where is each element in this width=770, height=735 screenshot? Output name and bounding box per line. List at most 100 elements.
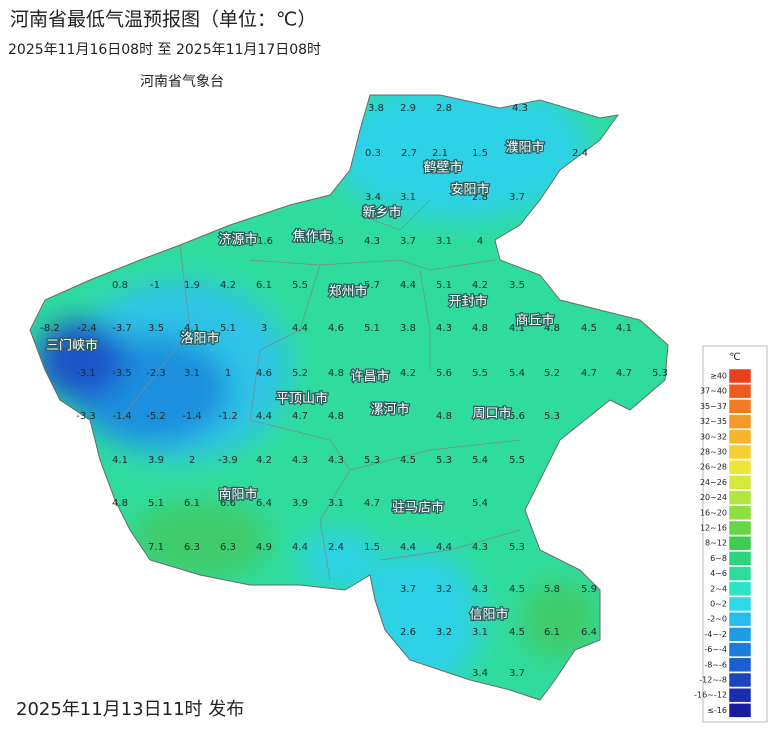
station-value: 4.3 (512, 103, 528, 114)
station-value: 5.4 (472, 498, 488, 509)
station-value: 3.9 (292, 498, 308, 509)
legend-swatch (728, 687, 752, 703)
station-value: -3.9 (218, 455, 238, 466)
title: 河南省最低气温预报图（单位：℃） (10, 9, 316, 31)
legend-swatch (728, 429, 752, 445)
station-value: 2.4 (572, 148, 588, 159)
station-value: -3.5 (112, 368, 132, 379)
station-value: 2.6 (400, 627, 416, 638)
station-value: 4.3 (328, 455, 344, 466)
legend-swatch (728, 551, 752, 566)
station-value: 5.3 (652, 368, 668, 379)
station-value: 5.3 (544, 411, 560, 422)
legend-label: -4~-2 (704, 630, 727, 639)
station-value: 4.4 (292, 323, 308, 334)
legend-label: 8~12 (705, 539, 727, 548)
station-value: -1.4 (182, 411, 202, 422)
legend-swatch (728, 596, 752, 612)
station-value: 3.1 (436, 236, 452, 247)
legend-label: -8~-6 (704, 660, 727, 669)
legend-swatch (728, 703, 752, 718)
station-value: 3.1 (400, 192, 416, 203)
station-value: 5.3 (436, 455, 452, 466)
station-value: 4.1 (112, 455, 128, 466)
station-value: 5.8 (544, 584, 560, 595)
legend-label: 2~4 (710, 584, 727, 593)
legend-label: -6~-4 (704, 645, 727, 654)
city-label: 郑州市 (328, 284, 367, 300)
legend-swatch (728, 520, 752, 536)
legend-label: -16~-12 (694, 691, 727, 700)
station-value: 3.2 (436, 627, 452, 638)
station-value: -3.7 (112, 323, 132, 334)
city-label: 新乡市 (362, 205, 401, 221)
station-value: 4.8 (544, 323, 560, 334)
station-value: 6.3 (184, 542, 200, 553)
legend-label: 30~32 (700, 432, 727, 441)
station-value: 5.1 (436, 280, 452, 291)
station-value: 4.2 (256, 455, 272, 466)
station-value: 5.2 (292, 368, 308, 379)
station-value: 5.1 (148, 498, 164, 509)
station-value: 2.9 (400, 103, 416, 114)
station-value: 4.8 (472, 323, 488, 334)
agency: 河南省气象台 (140, 74, 224, 90)
city-label: 开封市 (448, 294, 487, 310)
legend-label: 28~30 (700, 448, 727, 457)
station-value: 3.5 (328, 236, 344, 247)
legend-swatch (728, 399, 752, 414)
legend-swatch (728, 672, 752, 688)
station-value: 6.1 (256, 280, 272, 291)
station-value: 3.8 (400, 323, 416, 334)
legend-label: 4~6 (710, 569, 727, 578)
station-value: 4.3 (292, 455, 308, 466)
station-value: 3.5 (148, 323, 164, 334)
station-value: 4.5 (581, 323, 597, 334)
station-value: -3.1 (76, 368, 96, 379)
legend-label: -12~-8 (699, 676, 727, 685)
city-label: 平顶山市 (276, 391, 328, 407)
legend-label: ≤-16 (707, 706, 727, 715)
station-value: 2.8 (436, 103, 452, 114)
station-value: 4.4 (400, 542, 416, 553)
city-label: 许昌市 (350, 369, 389, 385)
station-value: 6.1 (184, 498, 200, 509)
station-value: 4.5 (400, 455, 416, 466)
legend-label: 6~8 (710, 554, 727, 563)
station-value: 4.9 (256, 542, 272, 553)
station-value: 4.4 (400, 280, 416, 291)
station-value: 4.4 (436, 542, 452, 553)
station-value: 7.1 (148, 542, 164, 553)
footer: 2025年11月13日11时 发布 (16, 699, 244, 720)
station-value: 4.4 (256, 411, 272, 422)
station-value: 4.3 (472, 542, 488, 553)
station-value: 5.7 (364, 280, 380, 291)
station-value: 0.8 (112, 280, 128, 291)
legend-label: 0~2 (710, 600, 727, 609)
station-value: 4.8 (436, 411, 452, 422)
city-label: 济源市 (218, 232, 257, 248)
station-value: 4.8 (328, 411, 344, 422)
legend-swatch (728, 459, 752, 475)
station-value: 4.3 (364, 236, 380, 247)
period: 2025年11月16日08时 至 2025年11月17日08时 (8, 42, 321, 58)
legend-swatch (728, 505, 752, 521)
station-value: 4.5 (509, 584, 525, 595)
station-value: 1 (225, 368, 231, 379)
station-value: 5.1 (220, 323, 236, 334)
legend-swatch (728, 535, 752, 551)
station-value: 6.1 (544, 627, 560, 638)
station-value: 5.6 (436, 368, 452, 379)
station-value: 3.5 (509, 280, 525, 291)
station-value: 4.8 (112, 498, 128, 509)
legend-label: 20~24 (700, 493, 727, 502)
province-border (29, 94, 669, 701)
station-value: -1.4 (112, 411, 132, 422)
station-value: 0.3 (365, 148, 381, 159)
legend-swatch (728, 611, 752, 627)
station-value: 5.5 (292, 280, 308, 291)
legend-title: ℃ (729, 352, 740, 363)
station-value: 3.9 (148, 455, 164, 466)
station-value: 3.2 (436, 584, 452, 595)
station-value: 4.7 (364, 498, 380, 509)
